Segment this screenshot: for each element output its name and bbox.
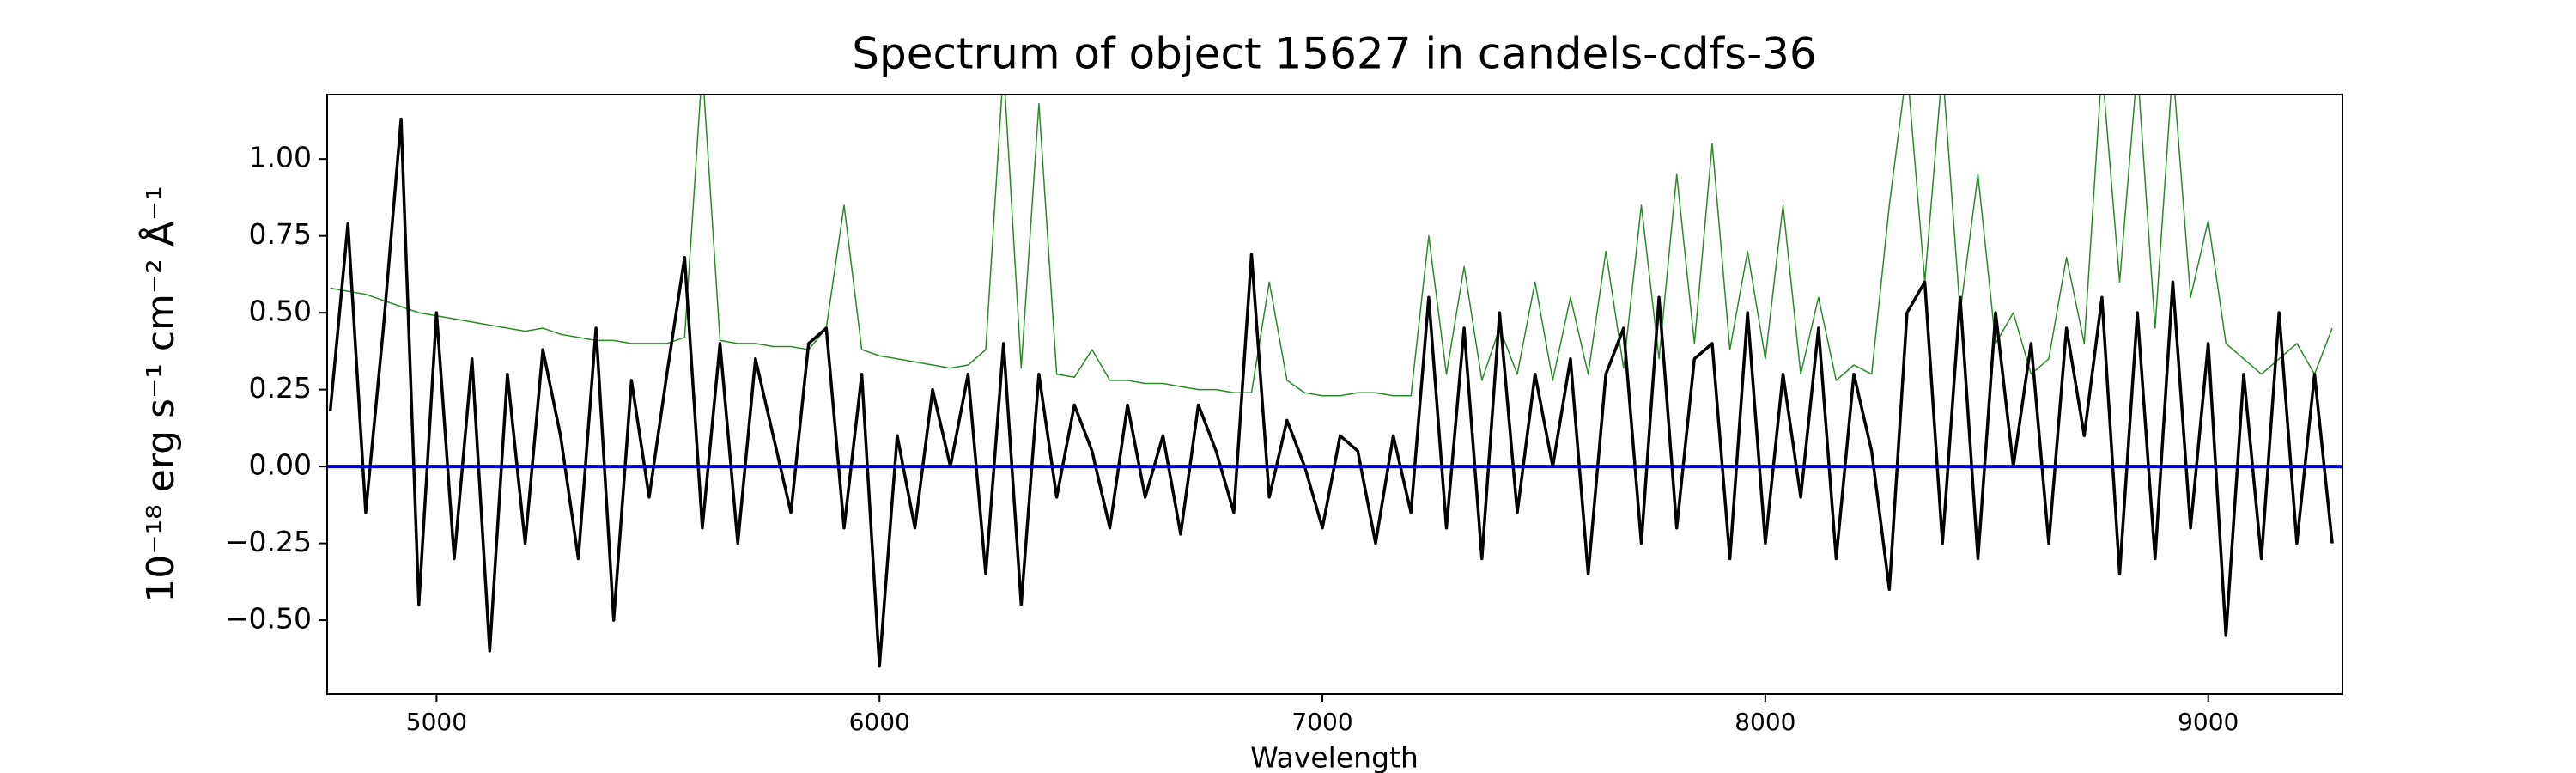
- y-tick-label: 0.50: [249, 295, 312, 328]
- chart-title: Spectrum of object 15627 in candels-cdfs…: [852, 29, 1817, 79]
- y-tick-label: 0.25: [249, 371, 312, 405]
- x-tick-label: 5000: [406, 708, 467, 736]
- x-tick-label: 9000: [2178, 708, 2239, 736]
- y-tick-label: −0.25: [225, 525, 312, 558]
- x-axis-label: Wavelength: [1250, 741, 1419, 773]
- x-tick-label: 7000: [1291, 708, 1352, 736]
- x-tick-label: 8000: [1735, 708, 1795, 736]
- plot-area: [327, 94, 2342, 668]
- plot-frame: [326, 94, 2343, 695]
- y-tick-label: 0.00: [249, 448, 312, 482]
- spectrum-line: [328, 117, 2334, 668]
- y-axis-label: 10⁻¹⁸ erg s⁻¹ cm⁻² Å⁻¹: [137, 186, 183, 602]
- x-tick-label: 6000: [849, 708, 910, 736]
- y-tick-label: 0.75: [249, 217, 312, 251]
- y-tick-label: −0.50: [225, 602, 312, 636]
- y-tick-label: 1.00: [249, 141, 312, 174]
